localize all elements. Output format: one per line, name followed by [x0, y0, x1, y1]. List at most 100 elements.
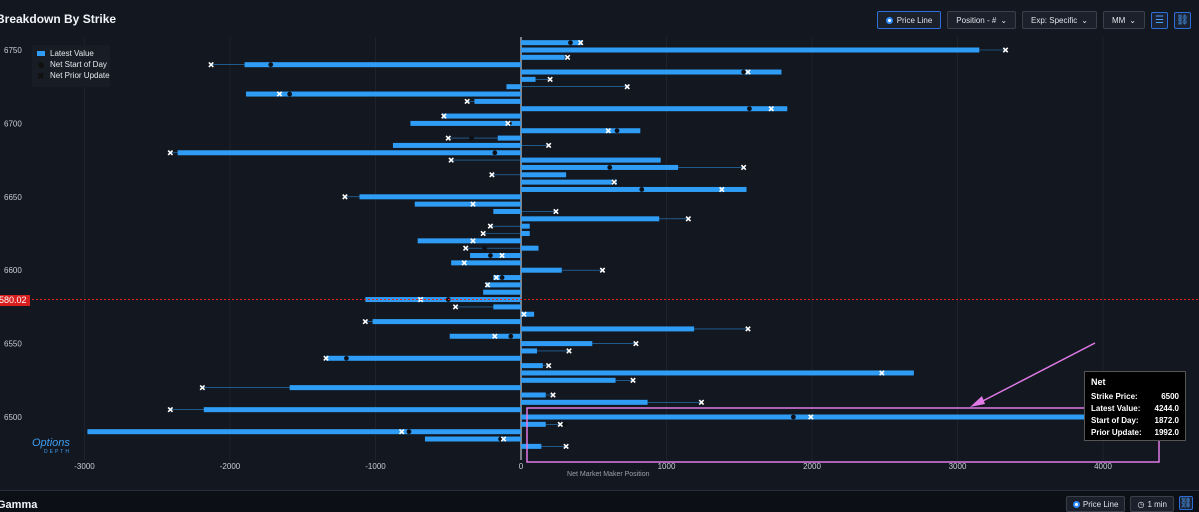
start-of-day-marker — [492, 150, 498, 156]
prior-update-marker — [633, 340, 639, 347]
arrow-head — [970, 396, 985, 407]
bottom-price-line-label: Price Line — [1082, 499, 1119, 509]
x-tick-label: 0 — [519, 462, 524, 471]
start-of-day-marker — [482, 245, 488, 251]
bar — [521, 443, 542, 449]
page-title: Breakdown By Strike — [0, 12, 117, 26]
bar — [483, 289, 521, 295]
prior-update-marker — [563, 443, 569, 450]
bar — [244, 62, 522, 68]
bar — [521, 267, 562, 273]
start-of-day-marker — [508, 333, 514, 339]
prior-update-marker — [547, 76, 553, 83]
start-of-day-marker — [499, 275, 505, 280]
bar — [486, 282, 521, 288]
position-label: Position - # — [956, 15, 997, 25]
prior-update-marker — [564, 54, 571, 61]
bar — [372, 319, 521, 325]
prior-update-marker — [611, 179, 617, 185]
bar — [289, 385, 521, 391]
prior-update-marker — [167, 406, 174, 413]
prior-update-marker — [566, 348, 572, 354]
legend-label: Latest Value — [50, 49, 94, 58]
prior-update-marker — [879, 370, 885, 376]
breakdown-panel: Breakdown By Strike Price Line Position … — [0, 0, 1199, 490]
prior-update-marker — [323, 355, 329, 362]
bar — [521, 326, 695, 332]
x-tick-label: -1000 — [365, 462, 386, 471]
mm-dropdown[interactable]: MM ⌄ — [1102, 11, 1145, 29]
start-of-day-marker — [790, 414, 796, 420]
tooltip: Net Strike Price: 6500 Latest Value: 4244.… — [1084, 371, 1186, 441]
bar — [521, 54, 565, 60]
prior-update-marker — [521, 311, 527, 318]
bar — [521, 216, 660, 222]
prior-update-marker — [605, 127, 612, 134]
bar — [521, 421, 546, 427]
bar — [521, 40, 583, 46]
start-of-day-marker — [469, 135, 474, 141]
prior-update-marker — [624, 83, 630, 90]
legend-item-start-of-day[interactable]: Net Start of Day — [37, 60, 107, 69]
prior-update-marker — [480, 230, 486, 237]
bar — [359, 194, 521, 200]
prior-update-marker — [545, 362, 552, 369]
y-tick-label: 6700 — [4, 119, 22, 128]
start-of-day-marker — [344, 355, 349, 361]
prior-update-marker — [550, 392, 556, 398]
legend-cross-icon: ✖ — [37, 70, 45, 81]
start-of-day-marker — [287, 91, 293, 97]
bar — [493, 275, 521, 281]
exp-label: Exp: Specific — [1031, 15, 1078, 25]
prior-update-marker — [448, 157, 454, 163]
bar — [521, 47, 980, 53]
legend-circle-icon — [38, 61, 44, 68]
chevron-down-icon: ⌄ — [1081, 15, 1088, 25]
prior-update-marker — [599, 267, 606, 273]
bar — [474, 98, 521, 104]
bar — [177, 150, 521, 156]
position-dropdown[interactable]: Position - # ⌄ — [947, 11, 1017, 29]
chevron-down-icon: ⌄ — [1129, 15, 1136, 25]
prior-update-marker — [492, 333, 498, 340]
y-tick-label: 6650 — [4, 193, 22, 202]
prior-update-marker — [698, 399, 705, 406]
legend-item-prior-update[interactable]: ✖ Net Prior Update — [37, 71, 110, 80]
price-line-toggle[interactable]: Price Line — [876, 11, 942, 29]
settings-icon[interactable]: ☰ — [1151, 11, 1168, 29]
prior-update-marker — [768, 105, 775, 112]
interval-dropdown[interactable]: ◷ 1 min — [1130, 496, 1174, 512]
clock-icon: ◷ — [1137, 499, 1145, 509]
bar — [521, 69, 782, 75]
options-depth-logo: Options DEPTH — [32, 437, 82, 459]
bottom-price-line-toggle[interactable]: Price Line — [1065, 496, 1126, 512]
bottom-link-icon[interactable]: ⛓ — [1179, 496, 1193, 510]
start-of-day-marker — [747, 106, 752, 112]
logo-subtext: DEPTH — [44, 449, 71, 455]
prior-update-marker — [1002, 47, 1009, 53]
x-tick-label: 3000 — [949, 462, 967, 471]
prior-update-marker — [745, 69, 751, 75]
link-icon[interactable]: ⛓ — [1174, 11, 1191, 29]
legend-item-latest[interactable]: Latest Value — [37, 49, 94, 58]
prior-update-marker — [489, 172, 495, 178]
radio-on-icon — [885, 16, 893, 24]
start-of-day-marker — [488, 253, 493, 258]
tooltip-title: Net — [1091, 377, 1106, 387]
bottom-panel: Gamma Price Line ◷ 1 min ⛓ — [0, 490, 1199, 512]
bar — [442, 113, 521, 119]
prior-update-marker — [470, 238, 476, 244]
interval-label: 1 min — [1147, 499, 1167, 509]
bar — [521, 399, 648, 405]
start-of-day-marker — [639, 187, 645, 192]
prior-update-marker — [740, 164, 747, 171]
bar — [497, 135, 521, 141]
bar — [203, 407, 521, 413]
prior-update-marker — [462, 245, 469, 251]
x-tick-label: 1000 — [658, 462, 676, 471]
prior-update-marker — [398, 428, 405, 435]
prior-update-marker — [441, 113, 447, 119]
expiration-dropdown[interactable]: Exp: Specific ⌄ — [1022, 11, 1097, 29]
prior-update-marker — [487, 223, 494, 229]
bar — [326, 355, 521, 361]
